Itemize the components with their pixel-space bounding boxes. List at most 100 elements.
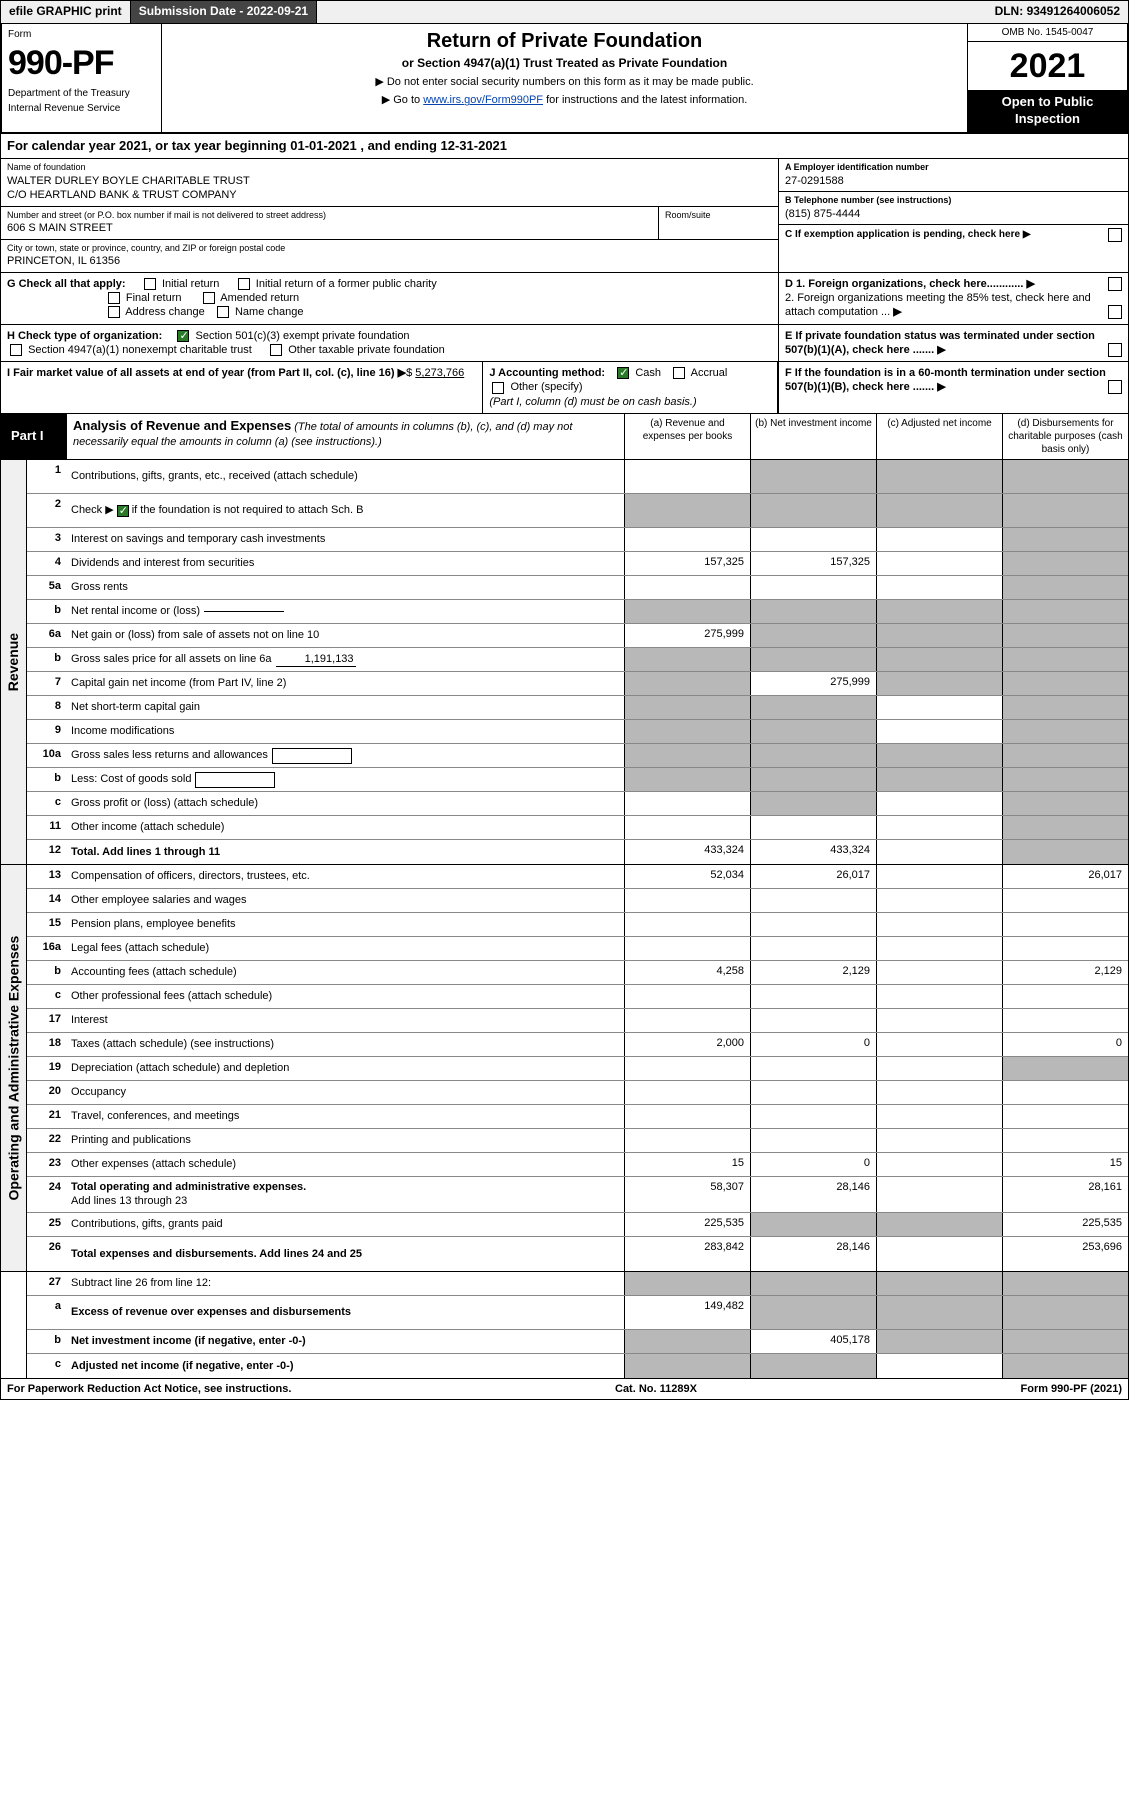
open-public-1: Open to Public (970, 94, 1125, 111)
amt-a (624, 1057, 750, 1080)
note-link: ▶ Go to www.irs.gov/Form990PF for instru… (172, 93, 957, 107)
line-desc: Gross rents (67, 576, 624, 599)
amt-a (624, 792, 750, 815)
amt-b (750, 913, 876, 936)
note-ssn: ▶ Do not enter social security numbers o… (172, 75, 957, 89)
amt-d (1002, 528, 1128, 551)
g-label: G Check all that apply: (7, 278, 126, 290)
addr-label: Number and street (or P.O. box number if… (7, 210, 652, 222)
amt-b: 26,017 (750, 865, 876, 888)
checkbox-other-method[interactable] (492, 382, 504, 394)
line-num: 10a (27, 744, 67, 767)
line-num: c (27, 985, 67, 1008)
g-name: Name change (235, 306, 304, 318)
amt-d: 15 (1002, 1153, 1128, 1176)
line-num: 6a (27, 624, 67, 647)
checkbox-final-return[interactable] (108, 292, 120, 304)
h-4947: Section 4947(a)(1) nonexempt charitable … (28, 344, 252, 356)
line-num: 27 (27, 1272, 67, 1295)
amt-b (750, 648, 876, 671)
amt-b (750, 460, 876, 493)
checkbox-cash[interactable] (617, 367, 629, 379)
submission-date: Submission Date - 2022-09-21 (131, 1, 317, 23)
amt-a (624, 744, 750, 767)
line-num: b (27, 1330, 67, 1353)
ein-value: 27-0291588 (785, 174, 1122, 188)
checkbox-initial-former[interactable] (238, 278, 250, 290)
name-label: Name of foundation (7, 162, 772, 174)
part-1-header: Part I Analysis of Revenue and Expenses … (0, 414, 1129, 460)
entity-info: Name of foundation WALTER DURLEY BOYLE C… (0, 159, 1129, 272)
g-final: Final return (126, 292, 182, 304)
i-label: I Fair market value of all assets at end… (7, 367, 395, 379)
amt-b (750, 1354, 876, 1378)
checkbox-d1[interactable] (1108, 277, 1122, 291)
line-desc: Capital gain net income (from Part IV, l… (67, 672, 624, 695)
amt-c (876, 1033, 1002, 1056)
line-desc: Accounting fees (attach schedule) (67, 961, 624, 984)
amt-d (1002, 1105, 1128, 1128)
line-num: 1 (27, 460, 67, 493)
note2-pre: ▶ Go to (382, 94, 423, 106)
amt-c (876, 672, 1002, 695)
line-desc: Other income (attach schedule) (67, 816, 624, 839)
col-b-header: (b) Net investment income (750, 414, 876, 459)
phone-label: B Telephone number (see instructions) (785, 195, 1122, 207)
amt-a (624, 460, 750, 493)
line-num: 21 (27, 1105, 67, 1128)
line-2: 2Check ▶ if the foundation is not requir… (27, 494, 1128, 528)
efile-print-button[interactable]: efile GRAPHIC print (1, 1, 131, 23)
amt-d (1002, 816, 1128, 839)
amt-c (876, 1354, 1002, 1378)
amt-a (624, 985, 750, 1008)
h-label: H Check type of organization: (7, 330, 162, 342)
line-15: 15Pension plans, employee benefits (27, 913, 1128, 937)
line-10a: 10aGross sales less returns and allowanc… (27, 744, 1128, 768)
dln-value: 93491264006052 (1027, 4, 1120, 18)
section-c: C If exemption application is pending, c… (779, 225, 1128, 244)
line-num: 3 (27, 528, 67, 551)
dln: DLN: 93491264006052 (987, 1, 1128, 23)
checkbox-4947[interactable] (10, 344, 22, 356)
checkbox-amended[interactable] (203, 292, 215, 304)
amt-c (876, 624, 1002, 647)
amt-a (624, 528, 750, 551)
checkbox-accrual[interactable] (673, 367, 685, 379)
checkbox-addr-change[interactable] (108, 306, 120, 318)
amt-d (1002, 460, 1128, 493)
checkbox-501c3[interactable] (177, 330, 189, 342)
amt-b (750, 937, 876, 960)
amt-a (624, 1129, 750, 1152)
amt-d: 26,017 (1002, 865, 1128, 888)
line-desc: Compensation of officers, directors, tru… (67, 865, 624, 888)
amt-c (876, 816, 1002, 839)
checkbox-initial-return[interactable] (144, 278, 156, 290)
sub-date-label: Submission Date - (139, 4, 247, 18)
checkbox-d2[interactable] (1108, 305, 1122, 319)
line-9: 9Income modifications (27, 720, 1128, 744)
arrow-icon: ▶ (937, 344, 945, 356)
line-num: 20 (27, 1081, 67, 1104)
line-27: 27Subtract line 26 from line 12: (27, 1272, 1128, 1296)
instructions-link[interactable]: www.irs.gov/Form990PF (423, 94, 543, 106)
open-public-badge: Open to Public Inspection (968, 90, 1127, 132)
checkbox-name-change[interactable] (217, 306, 229, 318)
line-14: 14Other employee salaries and wages (27, 889, 1128, 913)
ein-label: A Employer identification number (785, 162, 1122, 174)
checks-left: G Check all that apply: Initial return I… (1, 273, 778, 413)
checkbox-f[interactable] (1108, 380, 1122, 394)
line-desc: Net short-term capital gain (67, 696, 624, 719)
checkbox-e[interactable] (1108, 343, 1122, 357)
h-501c3: Section 501(c)(3) exempt private foundat… (196, 330, 410, 342)
amt-d: 2,129 (1002, 961, 1128, 984)
arrow-icon: ▶ (1023, 229, 1031, 240)
checkbox-other-taxable[interactable] (270, 344, 282, 356)
checkbox-sch-b[interactable] (117, 505, 129, 517)
section-f: F If the foundation is in a 60-month ter… (779, 362, 1128, 399)
amt-b (750, 1009, 876, 1032)
checkbox-c[interactable] (1108, 228, 1122, 242)
amt-d (1002, 696, 1128, 719)
arrow-icon: ▶ (398, 367, 406, 379)
amt-a (624, 816, 750, 839)
top-bar-left: efile GRAPHIC print Submission Date - 20… (1, 1, 317, 23)
